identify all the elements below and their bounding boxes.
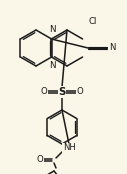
Text: O: O: [41, 88, 47, 97]
Text: N: N: [49, 26, 55, 34]
Text: N: N: [49, 61, 55, 70]
Text: NH: NH: [63, 144, 75, 152]
Text: S: S: [58, 87, 66, 97]
Text: N: N: [109, 44, 115, 53]
Text: O: O: [77, 88, 83, 97]
Text: O: O: [37, 156, 43, 164]
Text: Cl: Cl: [89, 18, 97, 26]
